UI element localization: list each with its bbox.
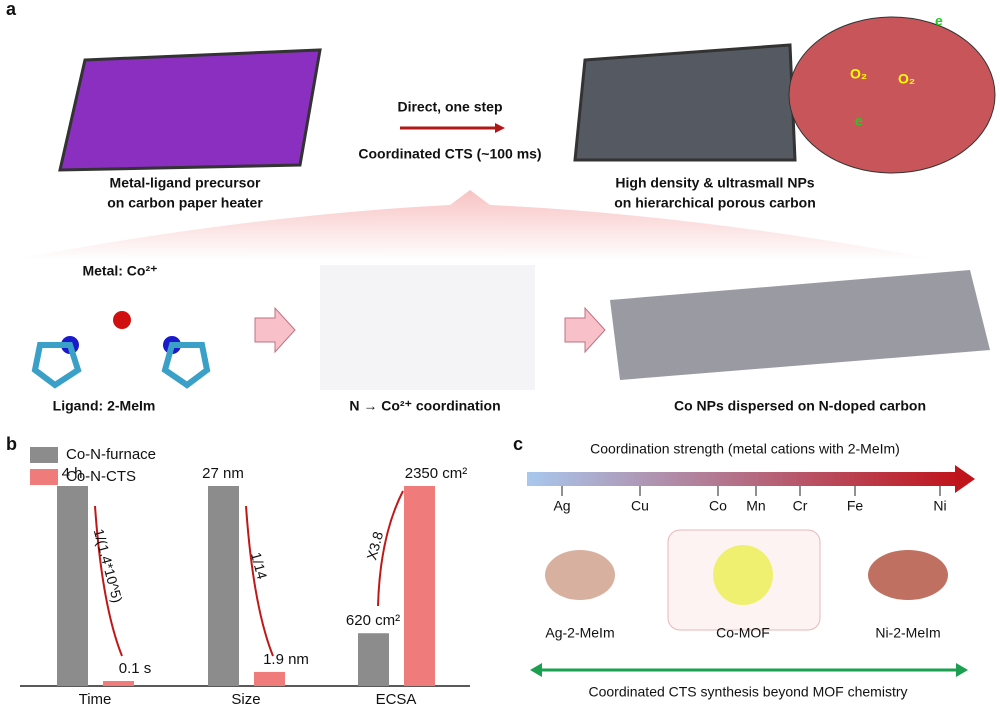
arrow-head xyxy=(495,123,505,133)
metal-label: Metal: Co²⁺ xyxy=(82,263,157,279)
metal-scale: Ag Cu Co Mn Cr Fe Ni xyxy=(553,486,947,514)
x-tick-label: Time xyxy=(79,691,112,708)
footer: Coordinated CTS synthesis beyond MOF che… xyxy=(588,684,907,700)
arrow-label: Direct, one step xyxy=(397,99,502,115)
x-tick-label: Size xyxy=(231,691,260,708)
metal-label: Cu xyxy=(631,498,649,514)
bar xyxy=(404,486,435,686)
mof-image xyxy=(713,545,773,605)
legend-label: Co-N-CTS xyxy=(66,468,136,485)
atom xyxy=(113,311,131,329)
metal-label: Ag xyxy=(553,498,570,514)
value-label: 0.1 s xyxy=(119,660,152,677)
legend-swatch xyxy=(30,447,58,463)
arrow-label: X3.8 xyxy=(363,529,386,561)
step-label: N → Co²⁺ coordination xyxy=(349,398,500,414)
structure-label: Co-MOF xyxy=(716,625,770,641)
metal-label: Fe xyxy=(847,498,864,514)
arrow-head xyxy=(955,465,975,493)
value-label: 27 nm xyxy=(202,465,244,482)
caption: on hierarchical porous carbon xyxy=(614,195,816,211)
legend-label: Co-N-furnace xyxy=(66,446,156,463)
bar xyxy=(103,681,134,686)
structure-label: Ag-2-MeIm xyxy=(545,625,614,641)
ring xyxy=(31,342,82,389)
panel-label: c xyxy=(513,434,523,454)
brace xyxy=(10,190,940,260)
inset-label: O₂ xyxy=(898,71,915,87)
arrow-label: 1/(1.4*10^5) xyxy=(91,527,126,604)
carbon-network-image xyxy=(610,270,990,380)
value-label: 2350 cm² xyxy=(405,465,468,482)
bar xyxy=(254,671,285,686)
chart-title: Coordination strength (metal cations wit… xyxy=(590,441,900,457)
step-label: Co NPs dispersed on N-doped carbon xyxy=(674,398,926,414)
ring xyxy=(161,342,211,389)
precursor-image xyxy=(58,48,322,172)
bar xyxy=(57,486,88,686)
complex-image xyxy=(545,550,615,600)
step-arrow xyxy=(254,306,296,354)
bar xyxy=(358,633,389,686)
metal-label: Ni xyxy=(933,498,946,514)
inset-label: O₂ xyxy=(850,66,867,82)
legend-swatch xyxy=(30,469,58,485)
metal-label: Mn xyxy=(746,498,765,514)
inset-label: e xyxy=(935,13,943,29)
arrow-label: 1/14 xyxy=(248,550,271,581)
trend-arrow xyxy=(245,505,274,657)
metal-label: Co xyxy=(709,498,727,514)
value-label: 4 h xyxy=(62,465,83,482)
carbon-image xyxy=(573,43,797,162)
metal-label: Cr xyxy=(793,498,808,514)
value-label: 620 cm² xyxy=(346,612,400,629)
bar xyxy=(208,486,239,686)
arrow-label: Coordinated CTS (~100 ms) xyxy=(358,146,541,162)
caption: on carbon paper heater xyxy=(107,195,263,211)
complex-image xyxy=(868,550,948,600)
x-tick-label: ECSA xyxy=(376,691,417,708)
trend-arrow xyxy=(377,490,404,607)
inset-label: e xyxy=(855,113,863,129)
step-arrow xyxy=(564,306,606,354)
panel-label: a xyxy=(6,0,17,19)
gradient-bar xyxy=(527,472,957,486)
panel-label: b xyxy=(6,434,17,454)
caption: High density & ultrasmall NPs xyxy=(615,175,814,191)
caption: Metal-ligand precursor xyxy=(110,175,261,191)
structure-label: Ni-2-MeIm xyxy=(875,625,940,641)
ligand-label: Ligand: 2-MeIm xyxy=(53,398,156,414)
arrow-head xyxy=(530,663,542,677)
arrow-head xyxy=(956,663,968,677)
value-label: 1.9 nm xyxy=(263,651,309,668)
network-image xyxy=(320,265,535,390)
trend-arrow xyxy=(94,505,123,657)
inset-image xyxy=(788,16,996,174)
